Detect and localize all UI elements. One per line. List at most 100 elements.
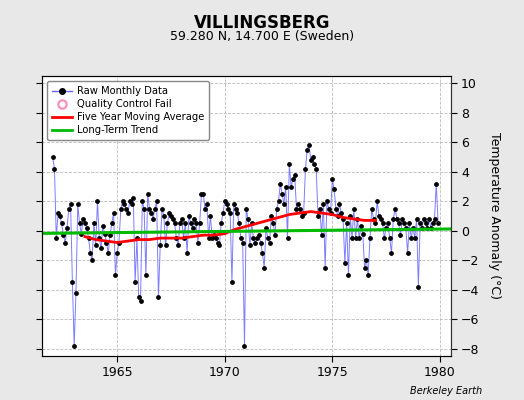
Point	[194, 239, 202, 246]
Point	[124, 210, 132, 216]
Point	[203, 201, 211, 208]
Point	[244, 216, 252, 222]
Point	[230, 201, 238, 208]
Point	[102, 239, 111, 246]
Point	[110, 210, 118, 216]
Point	[217, 220, 225, 226]
Point	[312, 166, 320, 172]
Point	[405, 220, 413, 226]
Point	[333, 213, 342, 219]
Point	[353, 216, 362, 222]
Point	[307, 157, 315, 163]
Point	[226, 210, 234, 216]
Point	[409, 224, 417, 231]
Point	[181, 220, 190, 226]
Point	[219, 210, 227, 216]
Point	[195, 220, 204, 226]
Point	[115, 239, 123, 246]
Point	[165, 210, 173, 216]
Point	[367, 206, 376, 212]
Point	[299, 210, 308, 216]
Point	[373, 198, 381, 204]
Point	[215, 242, 224, 249]
Point	[348, 235, 356, 241]
Point	[113, 250, 122, 256]
Point	[369, 216, 378, 222]
Point	[296, 206, 304, 212]
Point	[52, 235, 60, 241]
Point	[280, 201, 288, 208]
Point	[169, 216, 177, 222]
Point	[174, 242, 182, 249]
Point	[84, 235, 93, 241]
Point	[318, 232, 326, 238]
Point	[170, 220, 179, 226]
Point	[411, 235, 419, 241]
Point	[235, 220, 243, 226]
Point	[427, 224, 435, 231]
Point	[375, 213, 383, 219]
Point	[287, 183, 296, 190]
Point	[361, 264, 369, 271]
Point	[366, 235, 374, 241]
Point	[206, 213, 215, 219]
Point	[339, 216, 347, 222]
Point	[275, 198, 283, 204]
Point	[151, 206, 159, 212]
Point	[355, 235, 364, 241]
Point	[425, 216, 433, 222]
Point	[241, 342, 249, 349]
Point	[77, 230, 85, 237]
Point	[56, 213, 64, 219]
Point	[242, 206, 250, 212]
Point	[86, 250, 94, 256]
Point	[384, 220, 392, 226]
Point	[127, 201, 136, 208]
Point	[187, 220, 195, 226]
Point	[344, 272, 353, 278]
Point	[160, 213, 168, 219]
Point	[129, 195, 137, 202]
Point	[106, 232, 114, 238]
Point	[396, 232, 405, 238]
Point	[328, 176, 336, 182]
Point	[131, 279, 139, 286]
Point	[154, 294, 162, 300]
Point	[309, 154, 317, 160]
Text: Berkeley Earth: Berkeley Earth	[410, 386, 482, 396]
Point	[421, 220, 430, 226]
Point	[179, 235, 188, 241]
Point	[262, 224, 270, 231]
Point	[163, 220, 171, 226]
Point	[358, 230, 367, 237]
Point	[352, 235, 360, 241]
Point	[247, 220, 256, 226]
Point	[210, 232, 218, 238]
Point	[350, 206, 358, 212]
Point	[412, 216, 421, 222]
Point	[326, 210, 335, 216]
Point	[49, 154, 57, 160]
Point	[224, 206, 233, 212]
Point	[158, 206, 166, 212]
Point	[133, 235, 141, 241]
Point	[380, 235, 388, 241]
Point	[88, 257, 96, 264]
Point	[337, 210, 345, 216]
Point	[298, 213, 306, 219]
Point	[398, 216, 407, 222]
Point	[50, 166, 59, 172]
Point	[378, 220, 387, 226]
Point	[401, 224, 410, 231]
Point	[92, 242, 100, 249]
Point	[221, 198, 229, 204]
Point	[67, 201, 75, 208]
Point	[138, 198, 147, 204]
Point	[269, 220, 277, 226]
Point	[212, 235, 220, 241]
Point	[276, 180, 285, 187]
Point	[185, 213, 193, 219]
Point	[97, 245, 105, 252]
Point	[122, 206, 130, 212]
Point	[79, 216, 88, 222]
